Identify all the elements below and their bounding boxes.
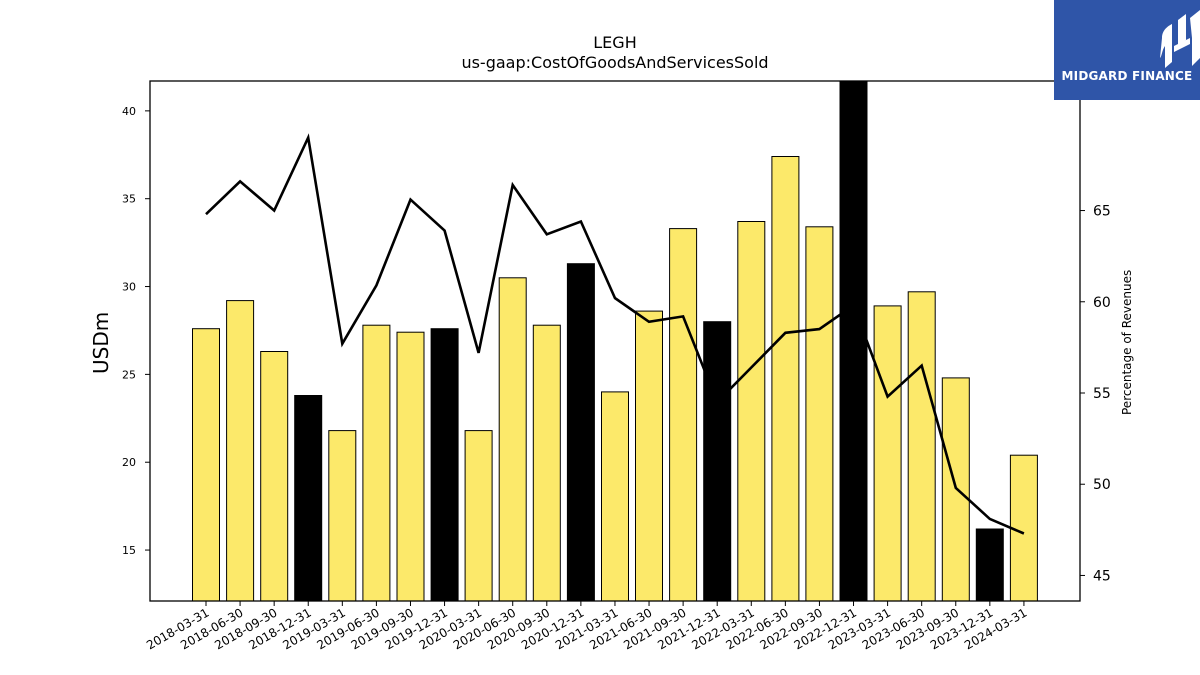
- bar: [464, 430, 493, 601]
- y2-tick-label: 65: [1093, 204, 1111, 220]
- bar: [328, 430, 357, 601]
- y2-tick-label: 60: [1093, 295, 1111, 311]
- y2-tick-label: 55: [1093, 386, 1111, 402]
- bar: [601, 391, 629, 601]
- bar: [703, 321, 732, 601]
- line-series: [205, 133, 1025, 535]
- y-tick-label: 35: [122, 193, 136, 206]
- bar: [192, 328, 220, 601]
- bar: [737, 221, 766, 601]
- bar: [396, 331, 425, 601]
- bar: [362, 324, 391, 601]
- bar: [1009, 454, 1038, 601]
- bar: [975, 528, 1004, 601]
- bar: [532, 324, 561, 601]
- bar: [498, 277, 527, 601]
- y-tick-label: 25: [122, 368, 136, 381]
- y-tick-label: 15: [122, 544, 136, 557]
- bar: [839, 81, 868, 601]
- bar: [805, 226, 834, 601]
- y-tick-label: 40: [122, 105, 136, 118]
- y-tick-label: 30: [122, 281, 136, 294]
- bar: [669, 228, 698, 601]
- logo-mark-icon: [1160, 10, 1200, 68]
- y-tick-label: 20: [122, 456, 136, 469]
- bar: [260, 351, 289, 601]
- bar: [635, 310, 663, 601]
- logo-text: MIDGARD FINANCE: [1061, 69, 1193, 83]
- bar: [907, 291, 936, 601]
- bar: [771, 156, 800, 601]
- midgard-finance-logo: MIDGARD FINANCE: [1054, 0, 1200, 100]
- bar: [566, 263, 595, 601]
- bar: [226, 300, 255, 601]
- y2-tick-label: 50: [1093, 477, 1111, 493]
- y2-tick-label: 45: [1093, 568, 1111, 584]
- bar: [430, 328, 459, 601]
- chart-title: LEGH: [593, 33, 637, 52]
- bar: [873, 305, 902, 601]
- bar: [294, 395, 323, 601]
- chart-subtitle: us-gaap:CostOfGoodsAndServicesSold: [461, 53, 769, 72]
